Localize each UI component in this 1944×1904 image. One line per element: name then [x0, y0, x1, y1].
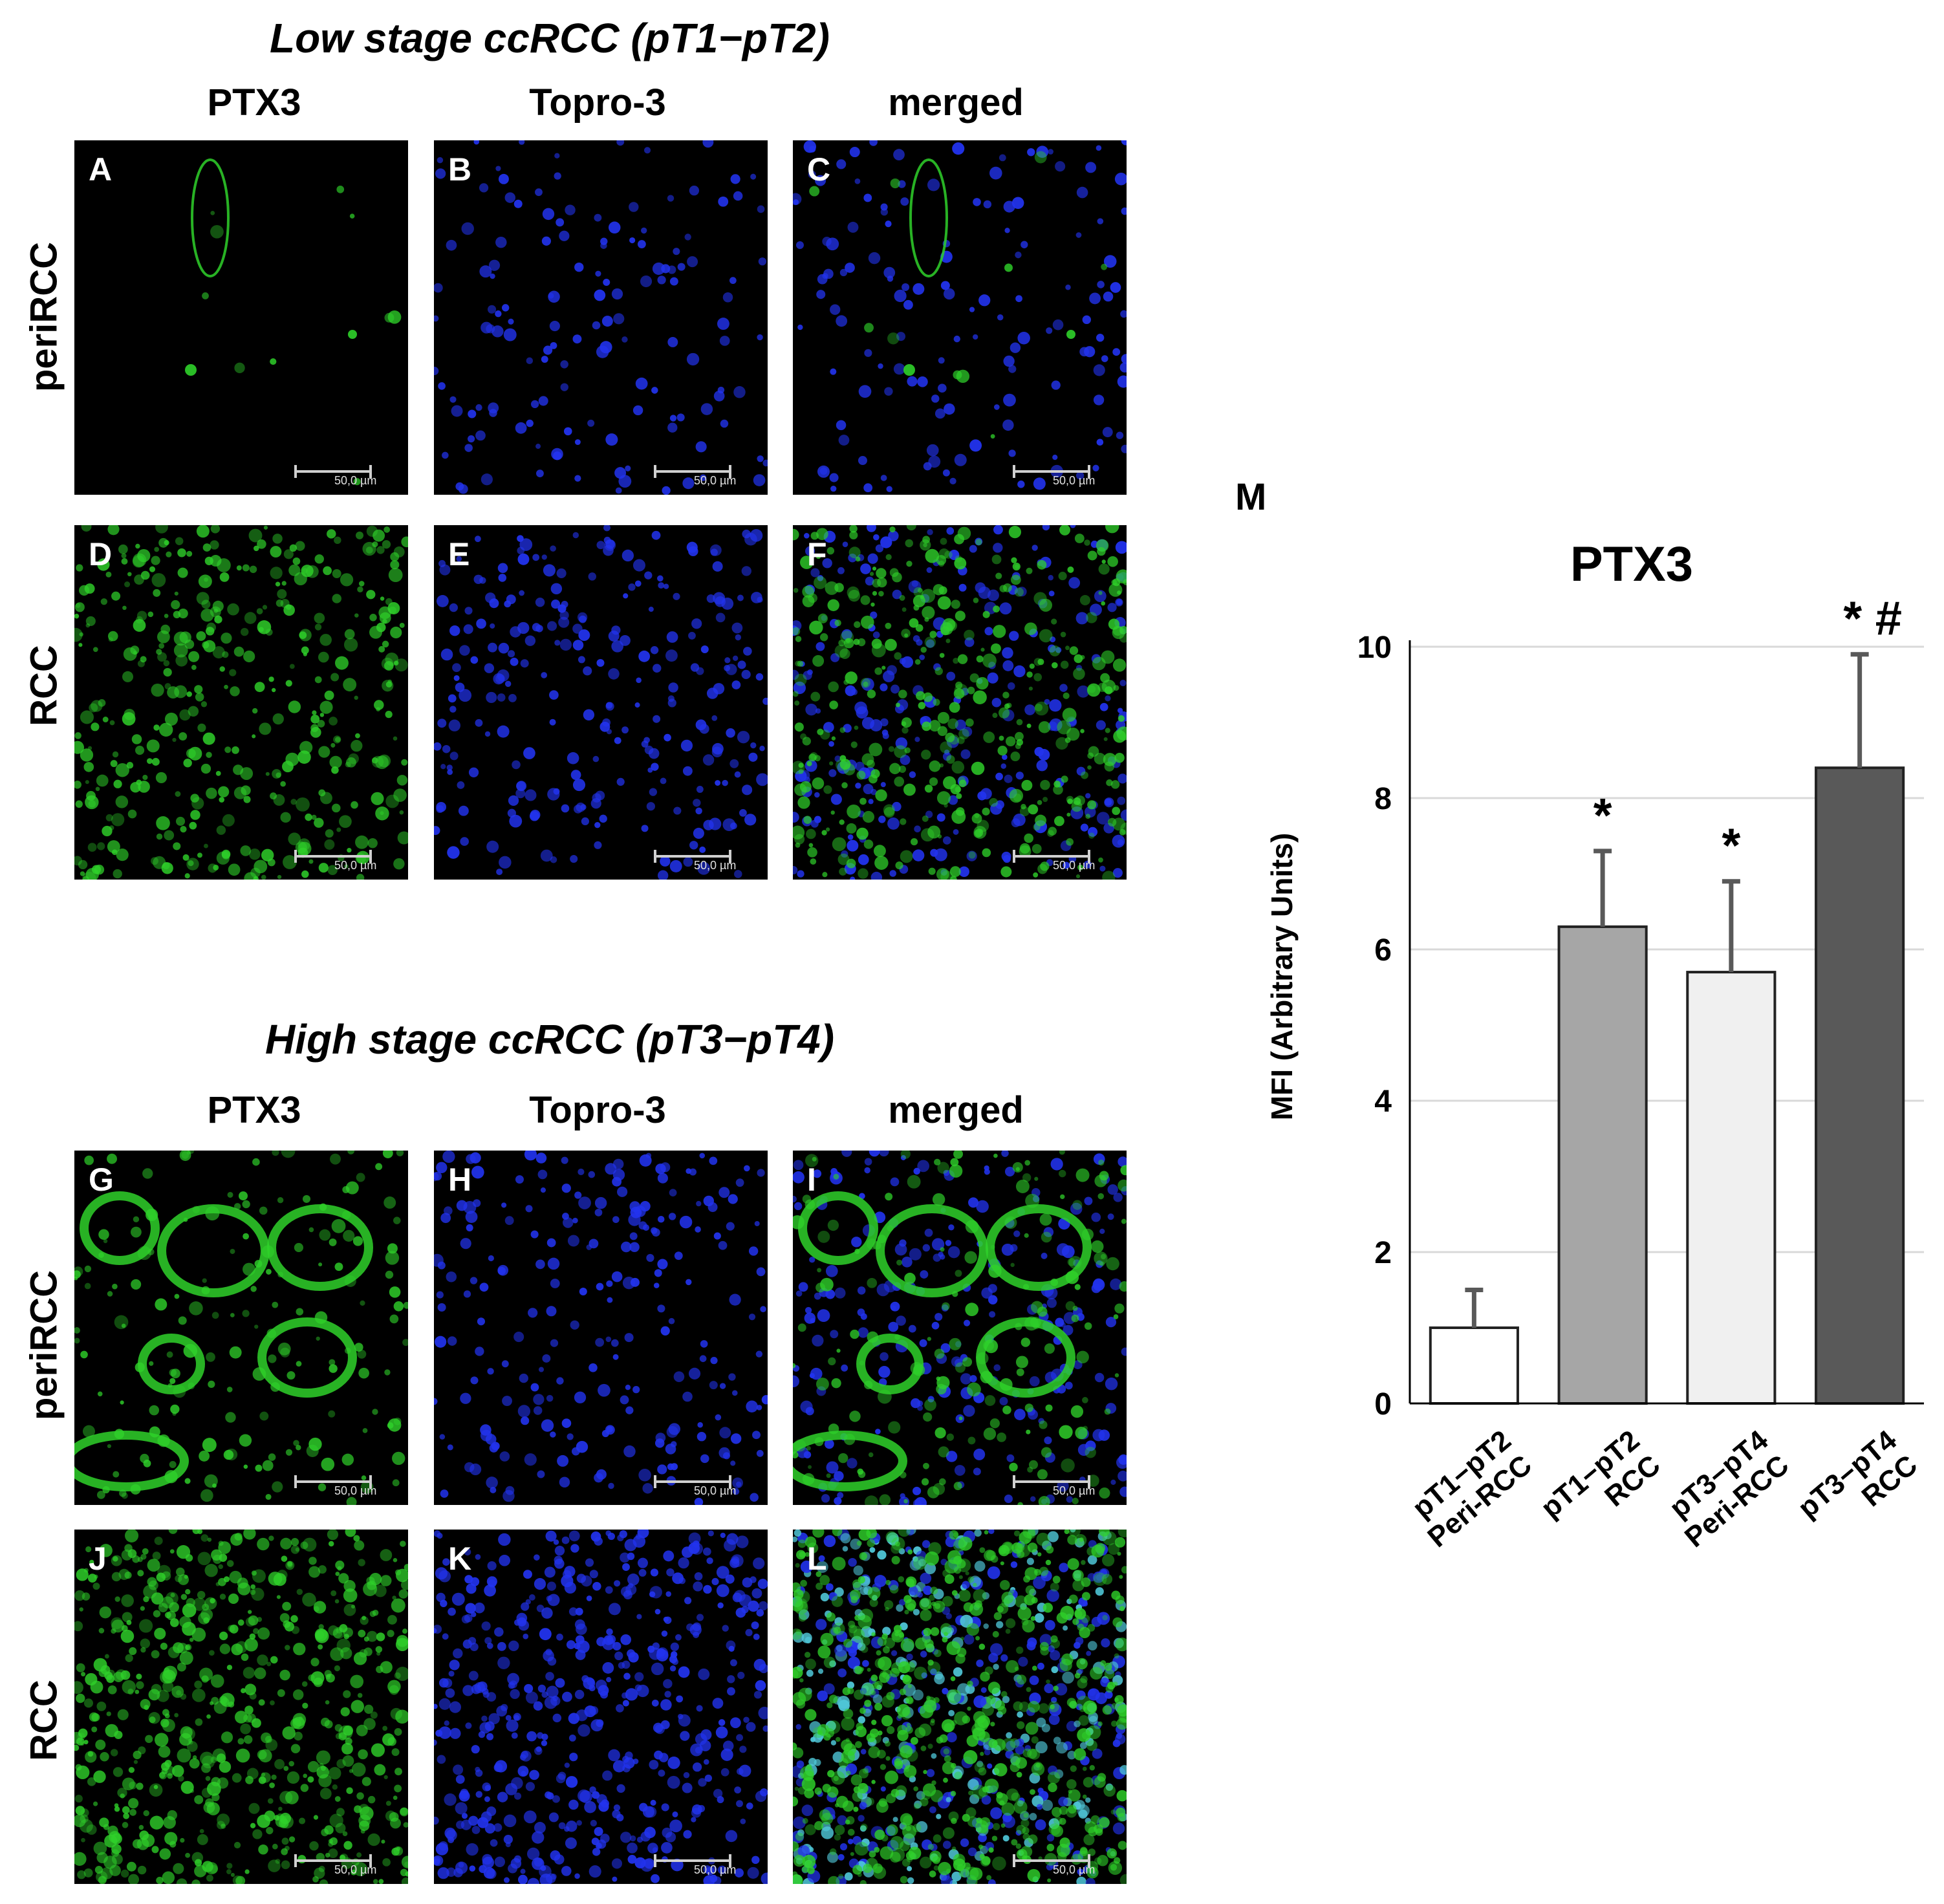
scale-bar-label: 50,0 µm: [1053, 1484, 1096, 1497]
scale-bar-label: 50,0 µm: [334, 474, 377, 487]
bar: [1815, 766, 1905, 1405]
y-tick-label: 10: [1357, 631, 1392, 665]
micrograph-merged-periRCC-low: C 50,0 µm: [793, 140, 1127, 495]
scale-bar-label: 50,0 µm: [334, 1484, 377, 1497]
panel-label-I: I: [807, 1162, 816, 1198]
micrograph-topro3-periRCC-low: B 50,0 µm: [434, 140, 768, 495]
panel-label-K: K: [448, 1541, 472, 1577]
scale-bar-label: 50,0 µm: [334, 859, 377, 872]
scale-bar-label: 50,0 µm: [1053, 859, 1096, 872]
panel-label-M: M: [1235, 476, 1267, 518]
scale-bar: 50,0 µm: [294, 1854, 376, 1876]
y-tick-label: 6: [1374, 933, 1392, 968]
scale-bar: 50,0 µm: [294, 1475, 376, 1497]
scale-bar: 50,0 µm: [294, 465, 376, 487]
row-label-periRCC-high: periRCC: [23, 1270, 65, 1421]
y-axis-label: MFI (Arbitrary Units): [1265, 833, 1299, 1121]
scale-bar-label: 50,0 µm: [694, 474, 737, 487]
scale-bar: 50,0 µm: [654, 1854, 736, 1876]
significance-marker: *: [1722, 819, 1740, 872]
panel-label-J: J: [89, 1541, 107, 1577]
bar: [1557, 925, 1648, 1405]
bar: [1429, 1326, 1519, 1405]
scale-bar-label: 50,0 µm: [1053, 474, 1096, 487]
row-label-RCC-high: RCC: [23, 1680, 65, 1761]
micrograph-topro3-RCC-low: E 50,0 µm: [434, 525, 768, 880]
significance-marker: *: [1593, 788, 1612, 842]
scale-bar: 50,0 µm: [1013, 1475, 1095, 1497]
scale-bar-label: 50,0 µm: [334, 1863, 377, 1876]
significance-marker: * #: [1843, 592, 1902, 645]
col-head-topro-high: Topro-3: [529, 1089, 666, 1131]
micrograph-merged-periRCC-high: I 50,0 µm: [793, 1151, 1127, 1505]
y-tick-label: 4: [1374, 1085, 1392, 1119]
panel-label-F: F: [807, 536, 827, 572]
scale-bar: 50,0 µm: [654, 465, 736, 487]
scale-bar: 50,0 µm: [294, 850, 376, 872]
col-head-merged-high: merged: [888, 1089, 1024, 1131]
panel-label-L: L: [807, 1541, 827, 1577]
chart-title: PTX3: [1570, 537, 1693, 592]
y-tick-label: 2: [1374, 1236, 1392, 1270]
scale-bar-label: 50,0 µm: [694, 859, 737, 872]
y-tick-label: 0: [1374, 1387, 1392, 1422]
panel-label-B: B: [448, 151, 472, 188]
panel-label-D: D: [89, 536, 113, 572]
micrograph-ptx3-periRCC-high: G 50,0 µm: [74, 1151, 408, 1505]
section-title-low: Low stage ccRCC (pT1−pT2): [270, 15, 830, 61]
col-head-ptx3-low: PTX3: [207, 81, 301, 124]
micrograph-ptx3-periRCC-low: A 50,0 µm: [74, 140, 408, 495]
col-head-ptx3-high: PTX3: [207, 1089, 301, 1131]
scale-bar-label: 50,0 µm: [694, 1484, 737, 1497]
bar: [1686, 971, 1777, 1405]
micrograph-ptx3-RCC-low: D 50,0 µm: [74, 525, 408, 880]
col-head-topro-low: Topro-3: [529, 81, 666, 124]
micrograph-topro3-RCC-high: K 50,0 µm: [434, 1530, 768, 1884]
scale-bar-label: 50,0 µm: [694, 1863, 737, 1876]
bar-chart: PTX3 MFI (Arbitrary Units) * * * # 0 2 4 6 8 10…: [1265, 537, 1924, 1553]
panel-label-G: G: [89, 1162, 114, 1198]
panel-label-A: A: [89, 151, 113, 188]
micrograph-ptx3-RCC-high: J 50,0 µm: [74, 1530, 408, 1884]
section-title-high: High stage ccRCC (pT3−pT4): [265, 1016, 835, 1063]
micrograph-merged-RCC-high: L 50,0 µm: [793, 1530, 1127, 1884]
col-head-merged-low: merged: [888, 81, 1024, 124]
scale-bar-label: 50,0 µm: [1053, 1863, 1096, 1876]
scale-bar: 50,0 µm: [1013, 1854, 1095, 1876]
row-label-RCC-low: RCC: [23, 645, 65, 726]
row-label-periRCC-low: periRCC: [23, 241, 65, 393]
scale-bar: 50,0 µm: [1013, 465, 1095, 487]
micrograph-topro3-periRCC-high: H 50,0 µm: [434, 1151, 768, 1505]
panel-label-C: C: [807, 151, 831, 188]
panel-label-E: E: [448, 536, 470, 572]
micrograph-merged-RCC-low: F 50,0 µm: [793, 525, 1127, 880]
scale-bar: 50,0 µm: [1013, 850, 1095, 872]
scale-bar: 50,0 µm: [654, 850, 736, 872]
scale-bar: 50,0 µm: [654, 1475, 736, 1497]
y-tick-label: 8: [1374, 782, 1392, 816]
panel-label-H: H: [448, 1162, 472, 1198]
